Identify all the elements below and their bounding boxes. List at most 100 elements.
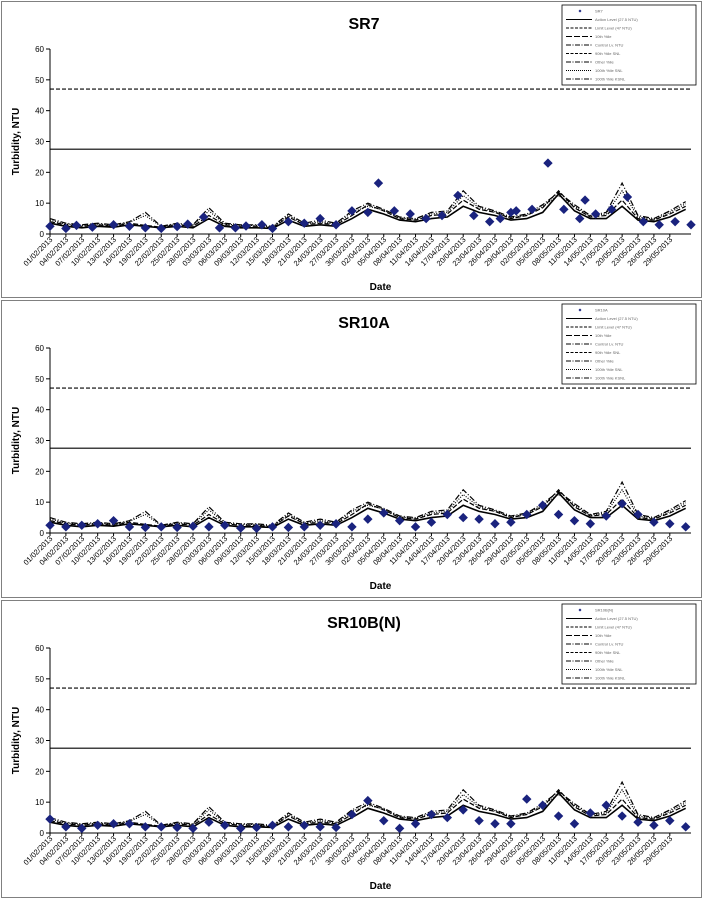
series-line-2 <box>49 488 686 528</box>
data-point <box>315 520 325 530</box>
data-point <box>92 519 103 529</box>
y-tick-label: 10 <box>35 199 44 208</box>
data-point <box>156 223 166 234</box>
data-point <box>389 206 400 216</box>
y-tick-label: 40 <box>35 107 44 116</box>
data-point <box>649 820 659 830</box>
legend-entry: Action Level (27.5 NTU) <box>595 616 638 621</box>
data-point <box>474 514 484 524</box>
data-point <box>633 817 643 827</box>
data-point <box>601 511 611 521</box>
y-axis-label: Turbidity, NTU <box>11 707 22 774</box>
data-point <box>331 822 341 833</box>
data-point <box>347 809 357 820</box>
x-axis-label: Date <box>370 881 392 892</box>
data-point <box>474 815 484 826</box>
data-point <box>665 519 675 529</box>
data-point <box>670 216 680 227</box>
data-point <box>638 216 649 227</box>
chart-title: SR10B(N) <box>327 615 401 632</box>
legend-entry: Control Lv. NTU <box>595 43 623 48</box>
data-point <box>569 515 580 526</box>
data-point <box>61 822 71 832</box>
series-line-1 <box>49 791 687 829</box>
data-point <box>617 811 627 821</box>
series-line-3 <box>49 480 687 526</box>
legend-entry: 100th %ile SNL <box>595 367 623 372</box>
data-point <box>45 221 55 231</box>
data-point <box>490 519 500 529</box>
data-point <box>92 820 103 830</box>
y-tick-label: 0 <box>40 529 45 538</box>
data-point <box>251 523 262 534</box>
data-point <box>331 220 341 230</box>
data-point <box>315 213 325 224</box>
data-point <box>251 822 262 833</box>
data-point <box>506 819 516 829</box>
data-point <box>188 823 198 834</box>
data-point <box>140 822 151 832</box>
data-point <box>140 223 151 233</box>
y-tick-label: 30 <box>35 138 44 147</box>
legend-entry: 10th %ile <box>595 633 612 638</box>
data-point <box>108 515 119 526</box>
data-point <box>204 817 214 827</box>
legend-entry: Limit Level (47 NTU) <box>595 26 632 31</box>
data-point <box>649 517 659 527</box>
series-line-4 <box>49 488 686 527</box>
chart-title: SR10A <box>338 315 390 332</box>
data-point <box>426 517 437 527</box>
data-point <box>680 822 691 832</box>
data-point <box>77 823 87 834</box>
y-tick-label: 10 <box>35 498 44 507</box>
data-point <box>410 522 421 532</box>
legend-entry: SR10B(N) <box>595 608 614 613</box>
data-point <box>410 819 421 829</box>
data-point <box>331 519 341 529</box>
series-line-4 <box>49 788 686 827</box>
y-tick-label: 50 <box>35 675 44 684</box>
data-point <box>585 808 596 818</box>
y-axis-label: Turbidity, NTU <box>11 407 22 474</box>
data-point <box>283 822 294 832</box>
data-point <box>257 220 267 230</box>
legend-entry: 90th %ile SNL <box>595 51 621 56</box>
data-point <box>140 522 151 533</box>
legend-entry: Other %ile <box>595 60 614 65</box>
series-line-1 <box>49 491 687 529</box>
data-point <box>267 223 278 234</box>
y-tick-label: 40 <box>35 706 44 715</box>
data-point <box>543 158 553 168</box>
data-point <box>606 204 617 215</box>
data-point <box>315 822 325 832</box>
data-point <box>686 220 696 230</box>
x-axis-label: Date <box>370 282 392 293</box>
data-point <box>453 190 463 201</box>
data-point <box>426 809 437 820</box>
legend-entry: SR7 <box>595 9 604 14</box>
legend-marker <box>578 608 582 612</box>
data-point <box>527 204 537 215</box>
legend-entry: 100th %ile KSNL <box>595 676 626 681</box>
data-point <box>220 520 230 530</box>
y-tick-label: 10 <box>35 798 44 807</box>
legend-entry: Other %ile <box>595 359 614 364</box>
data-point <box>379 815 389 826</box>
data-point <box>267 820 278 830</box>
y-tick-label: 50 <box>35 76 44 85</box>
legend-entry: 10th %ile <box>595 34 612 39</box>
data-point <box>267 522 278 532</box>
y-tick-label: 20 <box>35 467 44 476</box>
data-point <box>172 822 182 833</box>
data-point <box>458 512 468 523</box>
data-point <box>156 522 166 532</box>
legend-entry: 100th %ile SNL <box>595 667 623 672</box>
data-point <box>363 795 373 806</box>
data-point <box>633 509 643 520</box>
y-tick-label: 20 <box>35 767 44 776</box>
data-point <box>283 216 294 227</box>
data-point <box>622 192 633 202</box>
